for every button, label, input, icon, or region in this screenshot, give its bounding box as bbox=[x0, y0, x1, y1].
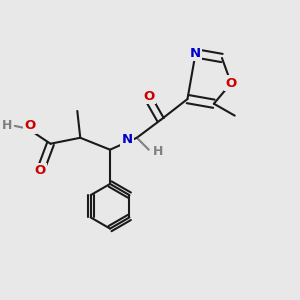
Text: H: H bbox=[153, 145, 164, 158]
Text: N: N bbox=[190, 47, 201, 60]
Text: O: O bbox=[226, 77, 237, 90]
Text: N: N bbox=[121, 133, 132, 146]
Text: O: O bbox=[24, 119, 35, 132]
Text: H: H bbox=[2, 119, 12, 132]
Text: O: O bbox=[143, 90, 154, 103]
Text: O: O bbox=[34, 164, 46, 177]
